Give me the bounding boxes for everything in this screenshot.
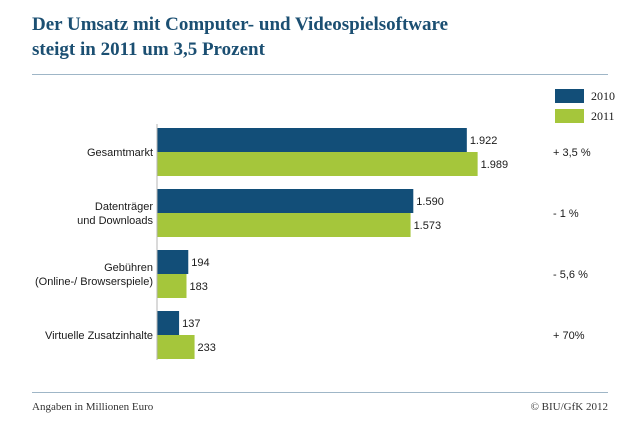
- bar-2011-2: [157, 274, 187, 298]
- bar-2011-3: [157, 335, 195, 359]
- source-credit: © BIU/GfK 2012: [530, 401, 608, 413]
- change-label-1: - 1 %: [553, 208, 579, 220]
- bar-2010-1: [157, 189, 414, 213]
- bottom-divider: [32, 392, 608, 393]
- value-label-2010-0: 1.922: [470, 135, 498, 147]
- category-label-2-0: Gebühren: [104, 262, 153, 274]
- legend-swatch-2011: [555, 109, 584, 123]
- category-label-1-1: und Downloads: [77, 215, 153, 227]
- top-divider: [32, 74, 608, 75]
- value-label-2010-2: 194: [191, 257, 209, 269]
- bar-2011-1: [157, 213, 411, 237]
- category-label-2-1: (Online-/ Browserspiele): [35, 276, 153, 288]
- value-label-2011-1: 1.573: [414, 220, 442, 232]
- chart-title: Der Umsatz mit Computer- und Videospiels…: [32, 12, 592, 62]
- bar-2011-0: [157, 152, 478, 176]
- chart-title-line-1: Der Umsatz mit Computer- und Videospiels…: [32, 14, 449, 35]
- category-label-0-0: Gesamtmarkt: [87, 147, 153, 159]
- bar-2010-2: [157, 250, 189, 274]
- units-note: Angaben in Millionen Euro: [32, 401, 154, 413]
- chart-title-line-2: steigt in 2011 um 3,5 Prozent: [32, 39, 265, 60]
- bar-2010-0: [157, 128, 467, 152]
- value-label-2010-1: 1.590: [416, 196, 444, 208]
- value-label-2011-2: 183: [189, 281, 207, 293]
- change-label-0: + 3,5 %: [553, 147, 591, 159]
- change-label-3: + 70%: [553, 330, 585, 342]
- value-label-2011-3: 233: [198, 342, 216, 354]
- value-label-2011-0: 1.989: [481, 159, 509, 171]
- bar-2010-3: [157, 311, 180, 335]
- change-label-2: - 5,6 %: [553, 269, 588, 281]
- value-label-2010-3: 137: [182, 318, 200, 330]
- legend-swatch-2010: [555, 89, 584, 103]
- legend-label-2010: 2010: [591, 89, 615, 103]
- category-label-3-0: Virtuelle Zusatzinhalte: [45, 330, 153, 342]
- category-label-1-0: Datenträger: [95, 201, 153, 213]
- legend-label-2011: 2011: [591, 109, 615, 123]
